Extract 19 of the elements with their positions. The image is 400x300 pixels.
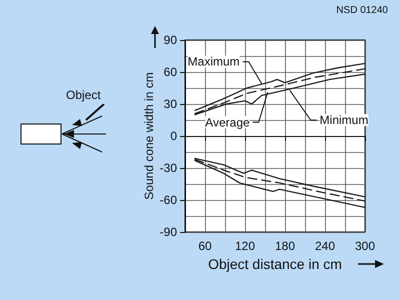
annotation: Maximum (188, 54, 240, 69)
x-tick-label: 60 (198, 239, 212, 253)
x-tick-label: 180 (274, 239, 296, 253)
y-tick-label: 90 (164, 33, 178, 47)
y-tick-label: -30 (160, 161, 178, 175)
y-tick-label: -90 (160, 225, 178, 239)
y-tick-label: 60 (164, 65, 178, 79)
y-tick-label: 0 (170, 129, 178, 143)
y-tick-label: 30 (164, 97, 178, 111)
text: Object (66, 88, 101, 102)
y-tick-label: -60 (160, 193, 178, 207)
x-tick-label: 120 (234, 239, 256, 253)
annotation: Average (205, 115, 250, 130)
x-tick-label: 300 (354, 239, 376, 253)
y-axis-title: Sound cone width in cm (142, 72, 156, 200)
x-tick-label: 240 (314, 239, 336, 253)
x-axis-title: Object distance in cm (208, 256, 342, 272)
text: NSD 01240 (336, 5, 388, 16)
annotation: Minimum (320, 113, 368, 128)
